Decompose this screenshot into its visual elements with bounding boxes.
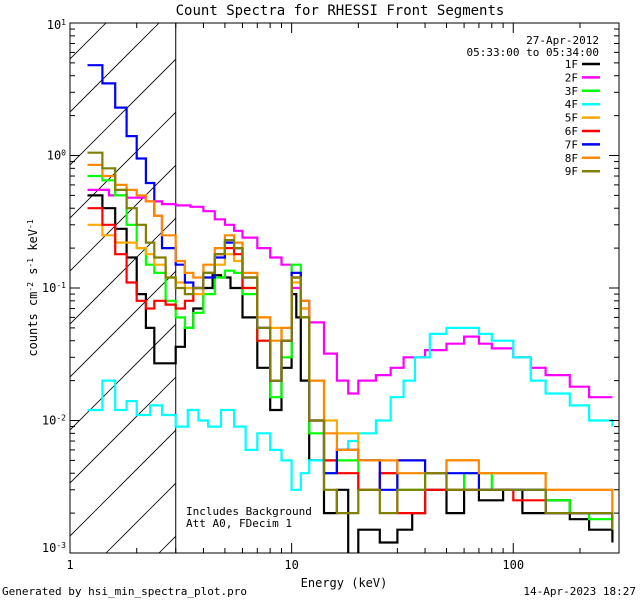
hatch-line (424, 0, 640, 553)
x-tick-label: 100 (502, 558, 524, 572)
hatch-line (70, 429, 176, 537)
annotation-background: Includes Background (186, 505, 312, 518)
series-line-1F (87, 194, 614, 553)
series-line-2F (87, 188, 613, 399)
legend-label-2F: 2F (565, 71, 578, 84)
series-line-3F (87, 174, 614, 530)
x-tick-labels: 1 10 100 (66, 558, 524, 572)
series-line-8F (87, 163, 614, 514)
chart-title: Count Spectra for RHESSI Front Segments (176, 3, 505, 19)
hatch-line (70, 23, 160, 113)
hatch-line (265, 0, 640, 553)
axis-ticks (69, 22, 620, 554)
hatch-line (530, 0, 640, 553)
hatch-line (70, 164, 176, 272)
date-label: 27-Apr-2012 (526, 34, 599, 47)
footer-generator: Generated by hsi_min_spectra_plot.pro (2, 585, 247, 598)
y-tick-label: 10-2 (42, 413, 66, 428)
y-tick-label: 100 (47, 148, 66, 163)
series-line-9F (87, 151, 614, 530)
legend-label-4F: 4F (565, 98, 578, 111)
annotation-attenuator: Att A0, FDecim 1 (186, 517, 292, 530)
legend-label-3F: 3F (565, 85, 578, 98)
hatch-line (70, 58, 176, 166)
hatched-region (70, 0, 640, 553)
hatch-line (636, 0, 640, 553)
hatch-line (371, 0, 640, 553)
y-tick-labels: 101 100 10-1 10-2 10-3 (42, 18, 66, 556)
hatch-line (477, 0, 640, 553)
x-tick-label: 10 (284, 558, 298, 572)
y-tick-label: 10-3 (42, 541, 66, 556)
legend-label-1F: 1F (565, 58, 578, 71)
legend-label-8F: 8F (565, 152, 578, 165)
hatch-line (583, 0, 640, 553)
time-range-label: 05:33:00 to 05:34:00 (467, 46, 599, 59)
legend-label-9F: 9F (565, 165, 578, 178)
footer-timestamp: 14-Apr-2023 18:27 (523, 585, 636, 598)
legend-label-7F: 7F (565, 138, 578, 151)
legend-label-6F: 6F (565, 125, 578, 138)
x-axis-label: Energy (keV) (301, 576, 388, 590)
series-line-4F (87, 326, 614, 491)
hatch-line (70, 23, 107, 60)
hatch-line (70, 217, 176, 325)
y-axis-label: counts cm-2 s-1 keV-1 (26, 219, 41, 356)
y-tick-label: 101 (47, 18, 66, 33)
x-tick-label: 1 (66, 558, 73, 572)
legend-label-5F: 5F (565, 112, 578, 125)
hatch-line (70, 323, 176, 431)
y-tick-label: 10-1 (42, 281, 66, 296)
hatch-line (105, 482, 176, 553)
hatch-line (70, 376, 176, 484)
